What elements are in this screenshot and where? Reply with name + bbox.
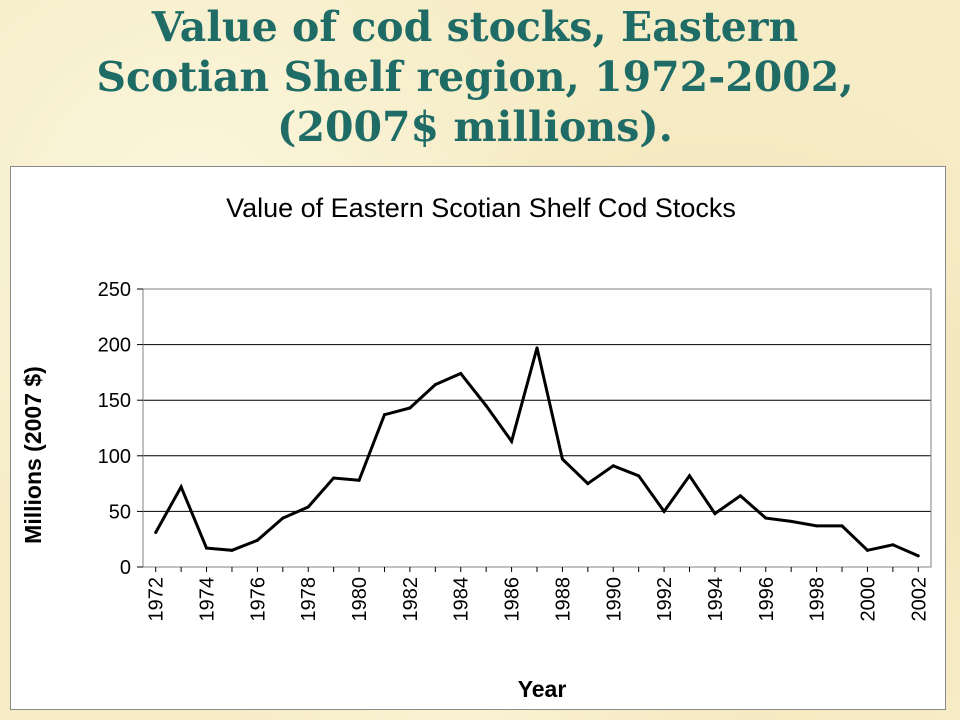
x-tick-label: 1972 [146, 577, 168, 622]
x-tick-label: 1982 [400, 577, 422, 622]
y-tick-label: 250 [98, 279, 131, 301]
x-tick-label: 1998 [807, 577, 829, 622]
data-points [154, 346, 920, 558]
data-point [510, 439, 514, 443]
y-tick-label: 100 [98, 446, 131, 468]
x-axis-ticks: 1972 1974 1976 1978 1980 1982 1984 1986 1988 1990… [146, 567, 930, 622]
x-tick-label: 1978 [298, 577, 320, 622]
data-point [891, 543, 895, 547]
data-point [154, 531, 158, 535]
data-point [586, 482, 590, 486]
data-point [484, 404, 488, 408]
x-tick-label: 1980 [349, 577, 371, 622]
data-point [433, 383, 437, 387]
x-axis-title: Year [518, 676, 567, 702]
chart-title: Value of Eastern Scotian Shelf Cod Stock… [226, 193, 736, 223]
x-tick-label: 1992 [654, 577, 676, 622]
data-point [916, 554, 920, 558]
data-point [179, 485, 183, 489]
x-tick-label: 1994 [705, 577, 727, 622]
data-point [789, 519, 793, 523]
y-tick-label: 150 [98, 390, 131, 412]
data-point [306, 505, 310, 509]
data-point [205, 546, 209, 550]
line-chart: Value of Eastern Scotian Shelf Cod Stock… [20, 193, 932, 702]
data-point [662, 509, 666, 513]
data-point [764, 516, 768, 520]
x-tick-label: 1990 [603, 577, 625, 622]
data-point [713, 512, 717, 516]
data-point [611, 464, 615, 468]
data-point [459, 372, 463, 376]
x-tick-label: 1996 [756, 577, 778, 622]
data-point [281, 516, 285, 520]
data-point [738, 494, 742, 498]
data-point [840, 524, 844, 528]
data-point [815, 524, 819, 528]
data-point [560, 457, 564, 461]
y-axis-title: Millions (2007 $) [20, 366, 46, 544]
x-tick-label: 2000 [857, 577, 879, 622]
y-tick-label: 0 [120, 557, 131, 579]
x-tick-label: 1988 [552, 577, 574, 622]
x-tick-label: 2002 [908, 577, 930, 622]
y-tick-label: 200 [98, 335, 131, 357]
chart-area: Value of Eastern Scotian Shelf Cod Stock… [10, 166, 946, 710]
data-point [382, 413, 386, 417]
x-tick-label: 1984 [451, 577, 473, 622]
y-axis-ticks: 0 50 100 150 200 250 [98, 279, 143, 579]
slide-title: Value of cod stocks, Eastern Scotian She… [96, 3, 854, 151]
data-point [865, 548, 869, 552]
data-point [357, 478, 361, 482]
x-tick-label: 1974 [197, 577, 219, 622]
series-line [154, 347, 919, 558]
data-point [688, 474, 692, 478]
x-tick-label: 1986 [502, 577, 524, 622]
data-point [535, 346, 539, 350]
data-point [637, 474, 641, 478]
data-point [230, 548, 234, 552]
x-tick-label: 1976 [247, 577, 269, 622]
data-point [332, 476, 336, 480]
y-tick-label: 50 [109, 501, 131, 523]
data-point [408, 406, 412, 410]
data-point [255, 538, 259, 542]
